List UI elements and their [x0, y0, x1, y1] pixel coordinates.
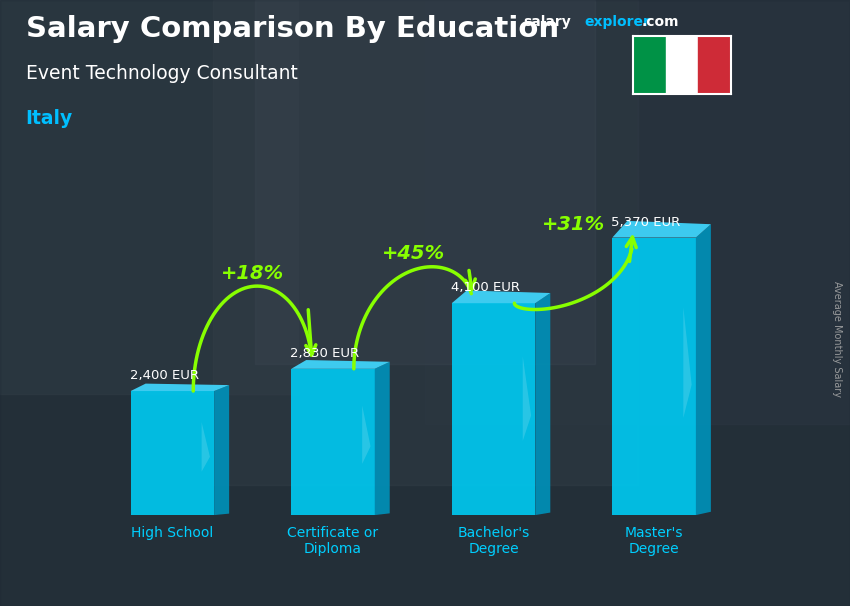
Polygon shape	[612, 221, 711, 238]
Polygon shape	[375, 362, 390, 515]
Bar	[425, 0, 850, 424]
Text: Salary Comparison By Education: Salary Comparison By Education	[26, 15, 558, 43]
Text: 4,100 EUR: 4,100 EUR	[450, 281, 519, 295]
Text: Average Monthly Salary: Average Monthly Salary	[832, 281, 842, 398]
Bar	[212, 0, 638, 485]
Polygon shape	[131, 384, 230, 391]
Polygon shape	[451, 303, 536, 515]
Text: Event Technology Consultant: Event Technology Consultant	[26, 64, 297, 82]
Polygon shape	[201, 422, 210, 471]
Polygon shape	[612, 238, 696, 515]
Bar	[633, 36, 666, 94]
Text: explorer: explorer	[584, 15, 649, 29]
Polygon shape	[523, 356, 531, 441]
Bar	[666, 36, 699, 94]
Text: 5,370 EUR: 5,370 EUR	[611, 216, 680, 228]
Bar	[0, 0, 298, 394]
Polygon shape	[683, 307, 692, 418]
Polygon shape	[292, 369, 375, 515]
Text: +31%: +31%	[542, 215, 605, 234]
Polygon shape	[362, 405, 371, 464]
Polygon shape	[696, 224, 711, 515]
Polygon shape	[451, 290, 550, 303]
Text: 2,400 EUR: 2,400 EUR	[129, 369, 199, 382]
Text: salary: salary	[523, 15, 570, 29]
Polygon shape	[292, 360, 390, 369]
Text: Italy: Italy	[26, 109, 73, 128]
Bar	[699, 36, 731, 94]
Text: 2,830 EUR: 2,830 EUR	[290, 347, 360, 360]
Text: +45%: +45%	[382, 244, 445, 263]
Polygon shape	[536, 293, 550, 515]
Text: +18%: +18%	[221, 264, 284, 282]
Bar	[255, 0, 595, 364]
Polygon shape	[214, 385, 230, 515]
Text: .com: .com	[642, 15, 679, 29]
Polygon shape	[131, 391, 214, 515]
